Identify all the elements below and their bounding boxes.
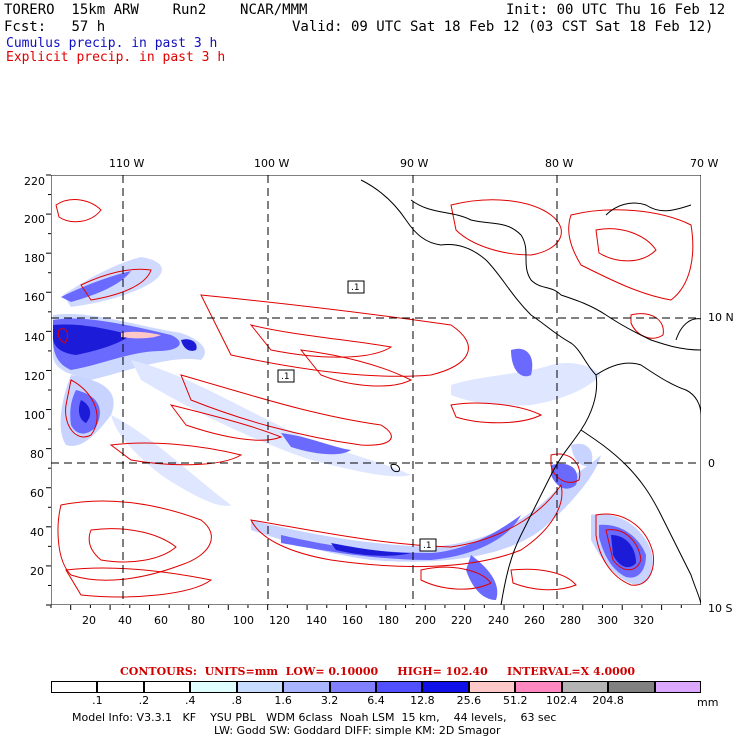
x-tick: 20 <box>82 614 96 627</box>
contour-box-label: .1 <box>351 283 360 293</box>
x-tick: 240 <box>488 614 509 627</box>
y-tick: 200 <box>24 213 45 226</box>
colorbar-segment <box>97 681 144 693</box>
colorbar-segment <box>190 681 237 693</box>
precip-shading <box>53 257 653 600</box>
axis-ticks <box>46 174 682 610</box>
colorbar-labels: .1 .2 .4 .8 1.6 3.2 6.4 12.8 25.6 51.2 102.4 204.8 <box>51 694 701 708</box>
x-tick: 80 <box>191 614 205 627</box>
contour-box <box>419 538 437 552</box>
explicit-legend: Explicit precip. in past 3 h <box>6 50 226 65</box>
colorbar-segment <box>51 681 98 693</box>
x-tick: 200 <box>415 614 436 627</box>
contour-box <box>347 280 365 294</box>
x-tick: 260 <box>524 614 545 627</box>
colorbar-label: .4 <box>185 694 196 707</box>
explicit-contours <box>55 199 694 598</box>
y-tick: 60 <box>30 487 44 500</box>
y-tick: 80 <box>30 448 44 461</box>
x-tick: 220 <box>451 614 472 627</box>
lon-label-100w: 100 W <box>254 157 290 170</box>
contour-box <box>277 369 295 383</box>
lat-label-10n: 10 N <box>708 311 734 324</box>
colorbar-segment <box>468 681 516 693</box>
lat-label-0: 0 <box>708 457 715 470</box>
y-tick: 100 <box>24 409 45 422</box>
colorbar-segment <box>654 681 701 693</box>
colorbar-segment <box>422 681 469 693</box>
y-tick: 160 <box>24 291 45 304</box>
model-info-line2: LW: Godd SW: Goddard DIFF: simple KM: 2D… <box>214 724 501 737</box>
x-tick: 180 <box>378 614 399 627</box>
colorbar-segment <box>236 681 284 693</box>
y-tick: 120 <box>24 370 45 383</box>
colorbar-label: 204.8 <box>592 694 624 707</box>
x-tick: 320 <box>633 614 654 627</box>
colorbar-label: 1.6 <box>274 694 292 707</box>
colorbar-label: .2 <box>138 694 150 707</box>
model-info-line1: Model Info: V3.3.1 KF YSU PBL WDM 6class… <box>72 711 557 724</box>
colorbar-label: 12.8 <box>410 694 435 707</box>
lat-label-10s: 10 S <box>708 602 733 615</box>
x-tick: 300 <box>597 614 618 627</box>
contour-summary: CONTOURS: UNITS=mm LOW= 0.10000 HIGH= 10… <box>120 665 636 678</box>
lon-label-90w: 90 W <box>400 157 429 170</box>
colorbar-segment <box>608 681 655 693</box>
colorbar-segment <box>283 681 330 693</box>
cumulus-legend: Cumulus precip. in past 3 h <box>6 36 218 51</box>
x-tick: 60 <box>154 614 168 627</box>
colorbar-segment <box>515 681 562 693</box>
colorbar-segment <box>143 681 191 693</box>
y-tick: 220 <box>24 175 45 188</box>
lon-label-110w: 110 W <box>109 157 145 170</box>
forecast-hour: Fcst: 57 h <box>4 19 106 35</box>
colorbar-label: 6.4 <box>367 694 385 707</box>
contour-value-boxes: .1 .1 .1 <box>277 280 437 552</box>
y-tick: 180 <box>24 252 45 265</box>
contour-box-label: .1 <box>281 372 290 382</box>
x-tick: 40 <box>118 614 132 627</box>
colorbar-unit: mm <box>697 696 719 709</box>
x-tick: 160 <box>342 614 363 627</box>
colorbar-label: 25.6 <box>456 694 482 707</box>
lon-label-70w: 70 W <box>690 157 719 170</box>
x-tick: 280 <box>560 614 581 627</box>
x-tick: 140 <box>306 614 327 627</box>
y-tick: 40 <box>30 526 44 539</box>
valid-time: Valid: 09 UTC Sat 18 Feb 12 (03 CST Sat … <box>292 19 714 35</box>
colorbar <box>51 681 701 693</box>
contour-box-label: .1 <box>423 541 432 551</box>
colorbar-label: 51.2 <box>503 694 528 707</box>
model-title: TORERO 15km ARW Run2 NCAR/MMM <box>4 2 308 18</box>
x-tick: 120 <box>269 614 290 627</box>
x-tick: 100 <box>233 614 254 627</box>
colorbar-label: 3.2 <box>320 694 339 707</box>
colorbar-label: 102.4 <box>545 694 578 707</box>
lon-label-80w: 80 W <box>545 157 574 170</box>
coastlines <box>360 179 701 605</box>
colorbar-segment <box>376 681 423 693</box>
y-tick: 20 <box>30 565 44 578</box>
colorbar-segment <box>329 681 376 693</box>
colorbar-label: .1 <box>92 694 103 707</box>
colorbar-label: .8 <box>231 694 242 707</box>
latlon-grid <box>51 175 701 605</box>
init-time: Init: 00 UTC Thu 16 Feb 12 <box>506 2 726 18</box>
precip-map: .1 .1 .1 <box>51 175 701 605</box>
y-tick: 140 <box>24 331 45 344</box>
colorbar-segment <box>561 681 609 693</box>
